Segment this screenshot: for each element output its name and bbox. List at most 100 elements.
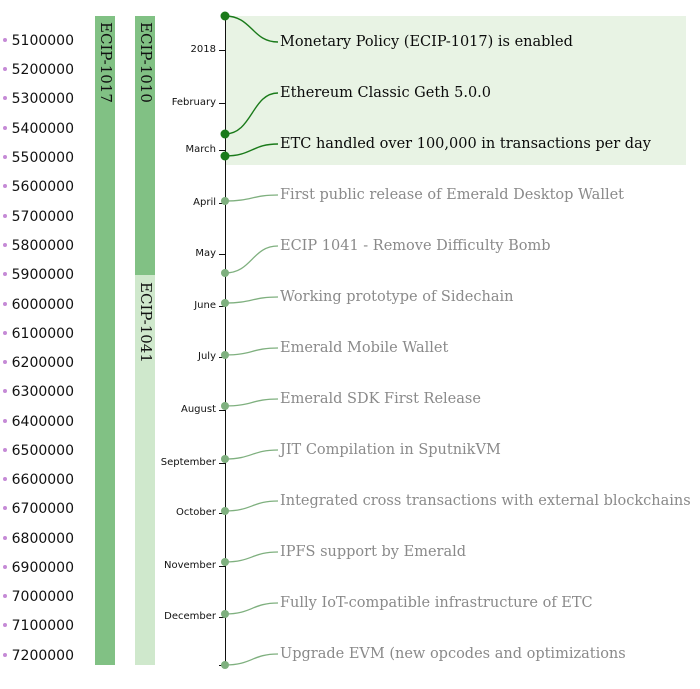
tick bbox=[219, 463, 225, 464]
event-dot bbox=[220, 129, 230, 139]
block-label: 5200000 bbox=[11, 62, 74, 78]
event-dot bbox=[221, 507, 229, 515]
block-dot bbox=[3, 477, 7, 481]
tick bbox=[219, 50, 225, 51]
tick-label: July bbox=[198, 351, 216, 362]
block-label: 7200000 bbox=[11, 648, 74, 664]
connector-line bbox=[224, 449, 279, 460]
block-dot bbox=[3, 653, 7, 657]
connector-line bbox=[224, 653, 279, 666]
connector-line bbox=[224, 551, 279, 563]
event-label: IPFS support by Emerald bbox=[280, 544, 467, 560]
tick bbox=[219, 103, 225, 104]
block-label: 6700000 bbox=[11, 501, 74, 517]
block-dot bbox=[3, 214, 7, 218]
block-dot bbox=[3, 302, 7, 306]
tick-label: August bbox=[181, 404, 216, 415]
connector-line bbox=[224, 194, 279, 202]
event-label: First public release of Emerald Desktop … bbox=[280, 187, 624, 203]
tick bbox=[219, 254, 225, 255]
block-label: 5100000 bbox=[11, 33, 74, 49]
event-label: JIT Compilation in SputnikVM bbox=[280, 442, 501, 458]
block-dot bbox=[3, 67, 7, 71]
event-dot bbox=[221, 299, 229, 307]
event-dot bbox=[221, 661, 229, 669]
ecip-label-1017: ECIP-1017 bbox=[97, 22, 115, 103]
event-dot bbox=[221, 610, 229, 618]
block-dot bbox=[3, 184, 7, 188]
block-label: 5900000 bbox=[11, 267, 74, 283]
tick-label: October bbox=[175, 507, 216, 518]
block-dot bbox=[3, 96, 7, 100]
tick-label: February bbox=[171, 97, 216, 108]
block-label: 6400000 bbox=[11, 414, 74, 430]
block-label: 7000000 bbox=[11, 589, 74, 605]
tick-label: May bbox=[195, 248, 216, 259]
connector-line bbox=[224, 296, 279, 304]
block-dot bbox=[3, 565, 7, 569]
ecip-bar-1041 bbox=[135, 275, 155, 665]
block-dot bbox=[3, 536, 7, 540]
tick-label: November bbox=[163, 560, 216, 571]
block-label: 7100000 bbox=[11, 618, 74, 634]
block-dot bbox=[3, 243, 7, 247]
connector-line bbox=[224, 15, 279, 43]
completed-milestones-highlight bbox=[226, 16, 686, 165]
event-label: ETC handled over 100,000 in transactions… bbox=[280, 136, 651, 152]
tick bbox=[219, 306, 225, 307]
block-dot bbox=[3, 419, 7, 423]
block-dot bbox=[3, 448, 7, 452]
block-label: 5300000 bbox=[11, 91, 74, 107]
event-dot bbox=[221, 402, 229, 410]
block-label: 6100000 bbox=[11, 326, 74, 342]
event-dot bbox=[220, 11, 230, 21]
block-dot bbox=[3, 594, 7, 598]
tick bbox=[219, 150, 225, 151]
tick bbox=[219, 410, 225, 411]
block-dot bbox=[3, 506, 7, 510]
event-label: Emerald Mobile Wallet bbox=[280, 340, 449, 356]
connector-line bbox=[224, 500, 279, 512]
block-label: 6200000 bbox=[11, 355, 74, 371]
ecip-label-1010: ECIP-1010 bbox=[137, 22, 155, 103]
block-dot bbox=[3, 272, 7, 276]
tick-label: September bbox=[160, 457, 216, 468]
block-dot bbox=[3, 331, 7, 335]
event-label: Ethereum Classic Geth 5.0.0 bbox=[280, 85, 492, 101]
event-label: Working prototype of Sidechain bbox=[280, 289, 514, 305]
block-label: 6900000 bbox=[11, 560, 74, 576]
block-dot bbox=[3, 155, 7, 159]
block-label: 6600000 bbox=[11, 472, 74, 488]
block-label: 6800000 bbox=[11, 531, 74, 547]
tick bbox=[219, 617, 225, 618]
block-label: 5700000 bbox=[11, 209, 74, 225]
tick-label: 2018 bbox=[190, 44, 216, 55]
event-label: Monetary Policy (ECIP-1017) is enabled bbox=[280, 34, 573, 50]
tick-label: April bbox=[193, 197, 216, 208]
tick-label: March bbox=[185, 144, 216, 155]
event-label: Emerald SDK First Release bbox=[280, 391, 481, 407]
connector-line bbox=[224, 143, 279, 157]
tick-label: June bbox=[194, 300, 216, 311]
event-dot bbox=[221, 351, 229, 359]
block-label: 5800000 bbox=[11, 238, 74, 254]
timeline-axis bbox=[225, 16, 226, 665]
tick bbox=[219, 566, 225, 567]
block-label: 6300000 bbox=[11, 384, 74, 400]
block-label: 5500000 bbox=[11, 150, 74, 166]
block-label: 5600000 bbox=[11, 179, 74, 195]
block-dot bbox=[3, 623, 7, 627]
block-label: 5400000 bbox=[11, 121, 74, 137]
connector-line bbox=[224, 92, 279, 135]
event-label: Fully IoT-compatible infrastructure of E… bbox=[280, 595, 593, 611]
block-label: 6000000 bbox=[11, 297, 74, 313]
event-label: Integrated cross transactions with exter… bbox=[280, 493, 691, 509]
event-dot bbox=[221, 455, 229, 463]
connector-line bbox=[224, 398, 279, 407]
event-label: Upgrade EVM (new opcodes and optimizatio… bbox=[280, 646, 626, 662]
event-dot bbox=[221, 558, 229, 566]
ecip-bar-1010 bbox=[135, 16, 155, 275]
ecip-label-1041: ECIP-1041 bbox=[137, 282, 155, 363]
block-label: 6500000 bbox=[11, 443, 74, 459]
